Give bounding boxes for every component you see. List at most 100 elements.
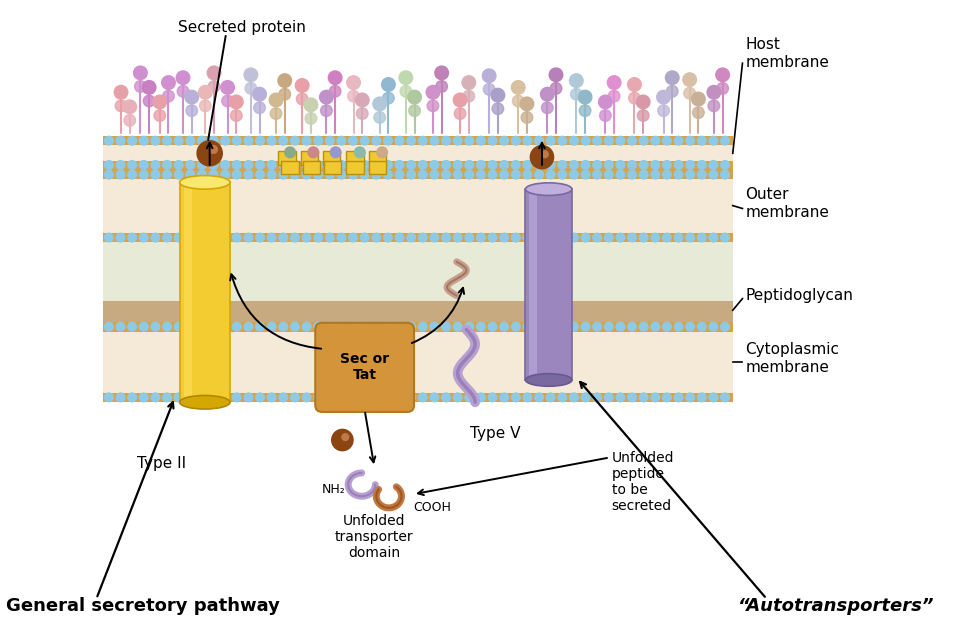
Circle shape [400,86,412,97]
Circle shape [692,93,706,106]
Circle shape [140,160,148,169]
Circle shape [153,95,167,108]
Circle shape [115,100,127,112]
Text: NH₂: NH₂ [321,483,346,496]
Circle shape [329,86,341,97]
Circle shape [663,322,671,331]
Circle shape [674,233,683,242]
Circle shape [419,136,427,145]
Circle shape [244,233,253,242]
Circle shape [550,82,562,94]
Bar [103,301,733,322]
Circle shape [465,322,473,331]
Circle shape [663,233,671,242]
Circle shape [346,76,360,89]
Circle shape [175,160,183,169]
Circle shape [453,93,467,107]
Circle shape [629,93,640,104]
Circle shape [221,136,229,145]
Circle shape [616,322,625,331]
Circle shape [325,171,334,179]
Circle shape [232,393,241,402]
Text: “Autotransporters”: “Autotransporters” [738,597,934,616]
Circle shape [709,393,717,402]
Circle shape [348,171,357,179]
Circle shape [581,233,590,242]
Circle shape [253,87,266,101]
Circle shape [337,322,346,331]
Circle shape [348,233,357,242]
Circle shape [419,322,427,331]
Circle shape [419,171,427,179]
Circle shape [104,233,113,242]
Circle shape [325,393,334,402]
Circle shape [693,107,705,119]
Circle shape [221,171,229,179]
Bar [369,152,386,165]
Circle shape [373,97,386,111]
Circle shape [395,160,404,169]
Circle shape [465,171,473,179]
Circle shape [151,322,160,331]
Circle shape [104,160,113,169]
Ellipse shape [180,176,230,189]
Circle shape [198,86,212,99]
Circle shape [476,160,485,169]
Circle shape [279,393,288,402]
Bar [525,189,572,380]
Circle shape [547,393,555,402]
Circle shape [151,136,160,145]
Circle shape [430,393,439,402]
Bar [103,322,733,332]
Circle shape [523,171,532,179]
Circle shape [314,160,322,169]
Circle shape [500,322,508,331]
Circle shape [232,160,241,169]
Circle shape [232,136,241,145]
Circle shape [720,171,729,179]
Circle shape [104,393,113,402]
Ellipse shape [180,396,230,409]
Circle shape [104,136,113,145]
Circle shape [354,147,365,158]
Circle shape [511,393,520,402]
Circle shape [639,393,648,402]
Circle shape [384,393,392,402]
Circle shape [360,136,369,145]
Circle shape [512,95,524,107]
Circle shape [140,136,148,145]
Circle shape [476,171,485,179]
Circle shape [698,136,707,145]
Circle shape [244,68,258,82]
Circle shape [348,136,357,145]
Circle shape [267,171,276,179]
Circle shape [244,322,253,331]
Circle shape [232,322,241,331]
Bar [103,161,733,170]
Circle shape [462,76,475,89]
Circle shape [663,171,671,179]
Circle shape [383,93,394,104]
Circle shape [222,95,233,107]
Circle shape [686,233,695,242]
Circle shape [535,160,544,169]
Circle shape [303,393,311,402]
Circle shape [686,160,695,169]
Circle shape [140,393,148,402]
Circle shape [384,233,392,242]
Circle shape [488,171,497,179]
Circle shape [186,160,194,169]
Circle shape [337,393,346,402]
Bar [529,193,537,376]
Circle shape [325,322,334,331]
Circle shape [500,136,508,145]
Text: Unfolded
peptide
to be
secreted: Unfolded peptide to be secreted [612,451,674,514]
Circle shape [511,233,520,242]
Circle shape [209,322,218,331]
Circle shape [435,66,448,80]
Circle shape [547,171,555,179]
Circle shape [409,105,421,117]
Circle shape [185,90,198,104]
Circle shape [720,322,729,331]
Circle shape [616,233,625,242]
